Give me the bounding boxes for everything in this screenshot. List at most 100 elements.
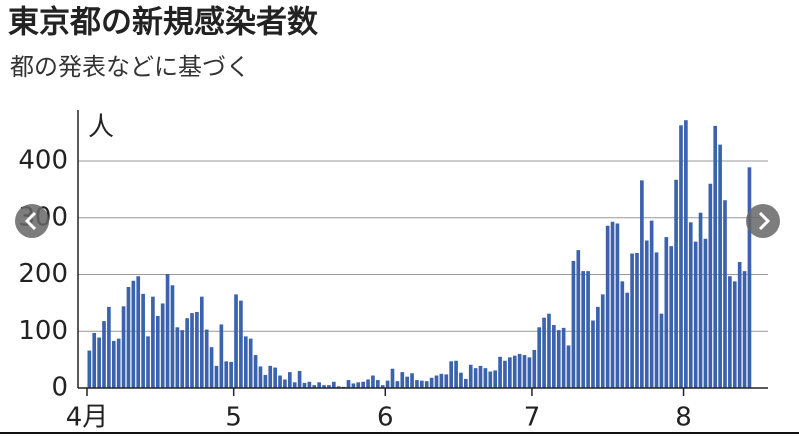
bar: [674, 179, 678, 388]
plot-area: 01002003004004月5678: [18, 110, 768, 433]
x-tick-label: 4月: [66, 403, 109, 433]
bar: [454, 360, 458, 388]
bar: [361, 381, 365, 388]
bar: [635, 252, 639, 388]
bar: [209, 347, 214, 388]
next-button[interactable]: [746, 204, 780, 238]
prev-icon[interactable]: [24, 211, 37, 231]
bar: [728, 276, 732, 388]
bar: [410, 373, 414, 388]
bar: [283, 379, 287, 388]
bar: [654, 252, 659, 388]
x-tick-label: 8: [675, 403, 692, 433]
bar: [468, 364, 473, 388]
bar: [571, 260, 576, 388]
bar: [395, 381, 400, 388]
bar: [444, 374, 449, 388]
next-icon[interactable]: [758, 211, 771, 231]
bar: [718, 144, 722, 388]
bar: [155, 315, 160, 388]
y-tick-label: 100: [18, 316, 68, 346]
bar: [111, 340, 116, 388]
bar: [664, 237, 669, 388]
bar: [747, 167, 752, 388]
bar: [380, 385, 385, 388]
bar: [165, 273, 170, 388]
prev-button-bg[interactable]: [15, 204, 49, 238]
bar: [121, 306, 126, 388]
bar: [503, 360, 507, 388]
bar: [248, 338, 253, 388]
bar: [522, 355, 527, 388]
bar: [160, 303, 165, 388]
bar: [390, 368, 395, 388]
bar: [596, 306, 600, 388]
bar: [331, 381, 336, 388]
bar: [732, 281, 737, 388]
next-button-bg[interactable]: [746, 204, 780, 238]
bar: [679, 125, 683, 389]
bar: [591, 320, 595, 388]
bar: [102, 321, 106, 388]
bar: [493, 370, 498, 388]
bar: [180, 330, 185, 388]
bar: [375, 380, 380, 388]
bar: [517, 353, 522, 388]
bar: [649, 220, 654, 388]
bar: [400, 372, 405, 388]
bar: [684, 120, 688, 388]
bar: [170, 285, 175, 388]
bar: [566, 345, 571, 388]
bar: [327, 385, 331, 388]
bar: [131, 280, 136, 388]
bar: [405, 376, 409, 388]
bar: [473, 368, 478, 388]
bar: [439, 373, 444, 388]
bar: [312, 385, 317, 388]
bar: [415, 380, 419, 388]
prev-button[interactable]: [15, 204, 49, 238]
bar: [713, 125, 718, 388]
bar: [459, 372, 463, 388]
bar: [190, 313, 194, 388]
y-axis-label: 人: [88, 113, 114, 143]
x-tick-label: 5: [225, 403, 242, 433]
bar: [640, 180, 644, 388]
bar: [263, 374, 268, 388]
bar: [322, 385, 326, 388]
y-tick-label: 400: [18, 146, 68, 176]
bar: [561, 327, 566, 388]
bar: [92, 332, 97, 388]
bar: [605, 225, 610, 388]
bar: [107, 306, 111, 388]
bar: [429, 377, 434, 388]
bar: [199, 296, 204, 388]
y-tick-label: 200: [18, 259, 68, 289]
bar: [371, 375, 375, 388]
bar: [644, 240, 649, 388]
bar: [366, 379, 370, 388]
bar: [498, 356, 502, 388]
x-tick-label: 6: [377, 403, 394, 433]
bar: [464, 378, 468, 388]
bar: [195, 311, 199, 388]
bar: [126, 287, 131, 388]
bar: [302, 382, 307, 388]
bar: [547, 313, 551, 388]
bar: [239, 300, 243, 388]
bar: [292, 382, 297, 388]
bar: [297, 370, 302, 388]
bar: [420, 380, 424, 388]
bar: [693, 241, 698, 388]
bar: [175, 327, 180, 388]
bar: [708, 183, 713, 388]
bar: [659, 313, 664, 388]
bar: [185, 318, 189, 388]
bar: [219, 324, 224, 388]
bar: [258, 366, 263, 388]
bar: [737, 262, 742, 388]
bar: [136, 276, 141, 388]
bar: [356, 382, 361, 388]
bar: [424, 381, 429, 388]
